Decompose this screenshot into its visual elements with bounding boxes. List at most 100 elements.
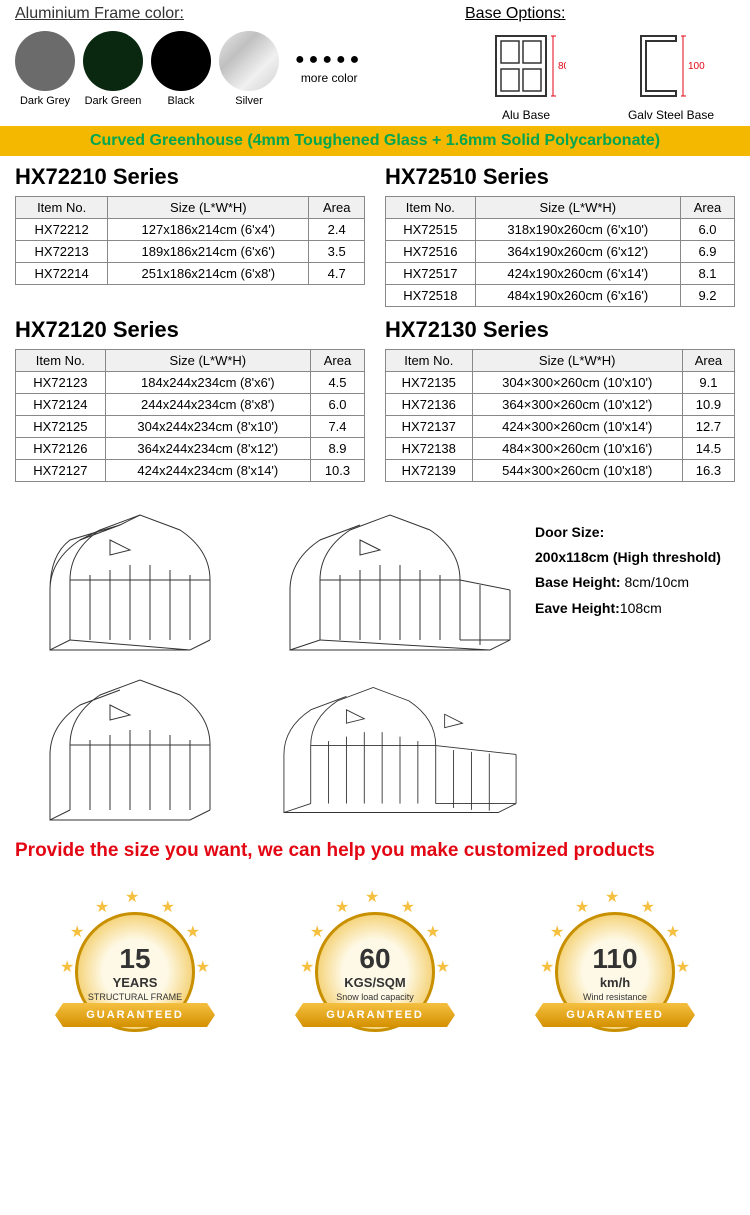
badge-number: 15: [119, 943, 150, 975]
table-cell: 364x244x234cm (8'x12'): [105, 438, 310, 460]
table-cell: HX72123: [16, 372, 106, 394]
table-row: HX72213189x186x214cm (6'x6')3.5: [16, 241, 365, 263]
table-cell: 364x190x260cm (6'x12'): [475, 241, 680, 263]
table-cell: 6.0: [310, 394, 364, 416]
table-cell: HX72135: [386, 372, 473, 394]
alu-base-icon: 80: [486, 31, 566, 101]
table-cell: 251x186x214cm (6'x8'): [108, 263, 309, 285]
badge-wind-resistance: ★★★★★★★ 110 km/h Wind resistance GUARANT…: [525, 882, 705, 1062]
table-cell: 9.2: [680, 285, 734, 307]
series-title: HX72130 Series: [385, 317, 735, 343]
table-cell: 6.9: [680, 241, 734, 263]
table-header: Area: [682, 350, 734, 372]
table-row: HX72516364x190x260cm (6'x12')6.9: [386, 241, 735, 263]
table-row: HX72518484x190x260cm (6'x16')9.2: [386, 285, 735, 307]
swatch-circle: [15, 31, 75, 91]
badge-desc: Wind resistance: [583, 992, 647, 1002]
table-row: HX72515318x190x260cm (6'x10')6.0: [386, 219, 735, 241]
table-cell: 6.0: [680, 219, 734, 241]
ribbon-text: GUARANTEED: [326, 1009, 424, 1021]
swatch-silver: Silver: [219, 31, 279, 107]
table-cell: HX72127: [16, 460, 106, 482]
series-hx72210: HX72210 Series Item No.Size (L*W*H)AreaH…: [15, 164, 365, 307]
table-cell: 544×300×260cm (10'x18'): [472, 460, 682, 482]
svg-text:80: 80: [558, 61, 566, 72]
spec-table: Item No.Size (L*W*H)AreaHX72515318x190x2…: [385, 196, 735, 307]
table-cell: 9.1: [682, 372, 734, 394]
dots: ●●●●●: [295, 51, 363, 69]
badge-number: 60: [359, 943, 390, 975]
table-row: HX72123184x244x234cm (8'x6')4.5: [16, 372, 365, 394]
base-options-block: Base Options: 80 Alu Base: [455, 5, 735, 122]
table-cell: HX72126: [16, 438, 106, 460]
table-header: Size (L*W*H): [472, 350, 682, 372]
table-row: HX72136364×300×260cm (10'x12')10.9: [386, 394, 735, 416]
table-cell: HX72125: [16, 416, 106, 438]
table-cell: 318x190x260cm (6'x10'): [475, 219, 680, 241]
galv-steel-base: 100 Galv Steel Base: [628, 31, 714, 122]
table-cell: 484x190x260cm (6'x16'): [475, 285, 680, 307]
series-hx72510: HX72510 Series Item No.Size (L*W*H)AreaH…: [385, 164, 735, 307]
swatch-label: Silver: [219, 95, 279, 107]
badge-ribbon: GUARANTEED: [535, 1003, 695, 1027]
table-cell: 2.4: [309, 219, 365, 241]
top-section: Aluminium Frame color: Dark Grey Dark Gr…: [0, 0, 750, 122]
door-size-value: 200x118cm (High threshold): [535, 549, 721, 565]
spec-table: Item No.Size (L*W*H)AreaHX72123184x244x2…: [15, 349, 365, 482]
table-row-1: HX72210 Series Item No.Size (L*W*H)AreaH…: [15, 164, 735, 307]
table-header: Item No.: [16, 197, 108, 219]
greenhouse-wireframe-1: [15, 500, 265, 660]
more-label: more color: [301, 71, 358, 85]
table-cell: 8.1: [680, 263, 734, 285]
table-cell: HX72138: [386, 438, 473, 460]
base-height-label: Base Height:: [535, 574, 621, 590]
table-cell: 424x190x260cm (6'x14'): [475, 263, 680, 285]
greenhouse-wireframe-4: [275, 670, 525, 830]
table-cell: 12.7: [682, 416, 734, 438]
guarantee-badges: ★★★★★★★ 15 YEARS STRUCTURAL FRAME GUARAN…: [0, 872, 750, 1082]
swatch-label: Dark Grey: [15, 95, 75, 107]
table-row: HX72125304x244x234cm (8'x10')7.4: [16, 416, 365, 438]
badge-unit: km/h: [600, 975, 630, 990]
base-label: Galv Steel Base: [628, 108, 714, 122]
banner-text: Curved Greenhouse (4mm Toughened Glass +…: [90, 132, 660, 149]
table-row: HX72126364x244x234cm (8'x12')8.9: [16, 438, 365, 460]
ribbon-text: GUARANTEED: [566, 1009, 664, 1021]
table-cell: 16.3: [682, 460, 734, 482]
table-cell: 3.5: [309, 241, 365, 263]
table-cell: 8.9: [310, 438, 364, 460]
color-swatches: Dark Grey Dark Green Black Silver ●●●●● …: [15, 31, 455, 107]
swatch-circle: [151, 31, 211, 91]
badge-number: 110: [592, 943, 637, 975]
spec-table: Item No.Size (L*W*H)AreaHX72135304×300×2…: [385, 349, 735, 482]
badge-snow-load: ★★★★★★★ 60 KGS/SQM Snow load capacity GU…: [285, 882, 465, 1062]
badge-desc: STRUCTURAL FRAME: [88, 992, 182, 1002]
galv-base-icon: 100: [631, 31, 711, 101]
table-header: Area: [309, 197, 365, 219]
tables-section: HX72210 Series Item No.Size (L*W*H)AreaH…: [0, 156, 750, 500]
greenhouse-grid: [15, 500, 525, 830]
table-row: HX72127424x244x234cm (8'x14')10.3: [16, 460, 365, 482]
badge-ribbon: GUARANTEED: [295, 1003, 455, 1027]
table-cell: HX72124: [16, 394, 106, 416]
swatch-circle: [219, 31, 279, 91]
table-cell: HX72214: [16, 263, 108, 285]
table-cell: 244x244x234cm (8'x8'): [105, 394, 310, 416]
badge-unit: KGS/SQM: [344, 975, 405, 990]
eave-height-label: Eave Height:: [535, 600, 620, 616]
badge-structural-frame: ★★★★★★★ 15 YEARS STRUCTURAL FRAME GUARAN…: [45, 882, 225, 1062]
table-cell: HX72517: [386, 263, 476, 285]
table-header: Item No.: [386, 350, 473, 372]
table-row: HX72212127x186x214cm (6'x4')2.4: [16, 219, 365, 241]
table-cell: HX72518: [386, 285, 476, 307]
alu-base: 80 Alu Base: [486, 31, 566, 122]
table-cell: HX72212: [16, 219, 108, 241]
table-cell: HX72213: [16, 241, 108, 263]
table-header: Size (L*W*H): [475, 197, 680, 219]
table-header: Item No.: [16, 350, 106, 372]
table-header: Size (L*W*H): [105, 350, 310, 372]
series-title: HX72120 Series: [15, 317, 365, 343]
table-row-2: HX72120 Series Item No.Size (L*W*H)AreaH…: [15, 317, 735, 482]
table-cell: 424×300×260cm (10'x14'): [472, 416, 682, 438]
series-hx72120: HX72120 Series Item No.Size (L*W*H)AreaH…: [15, 317, 365, 482]
